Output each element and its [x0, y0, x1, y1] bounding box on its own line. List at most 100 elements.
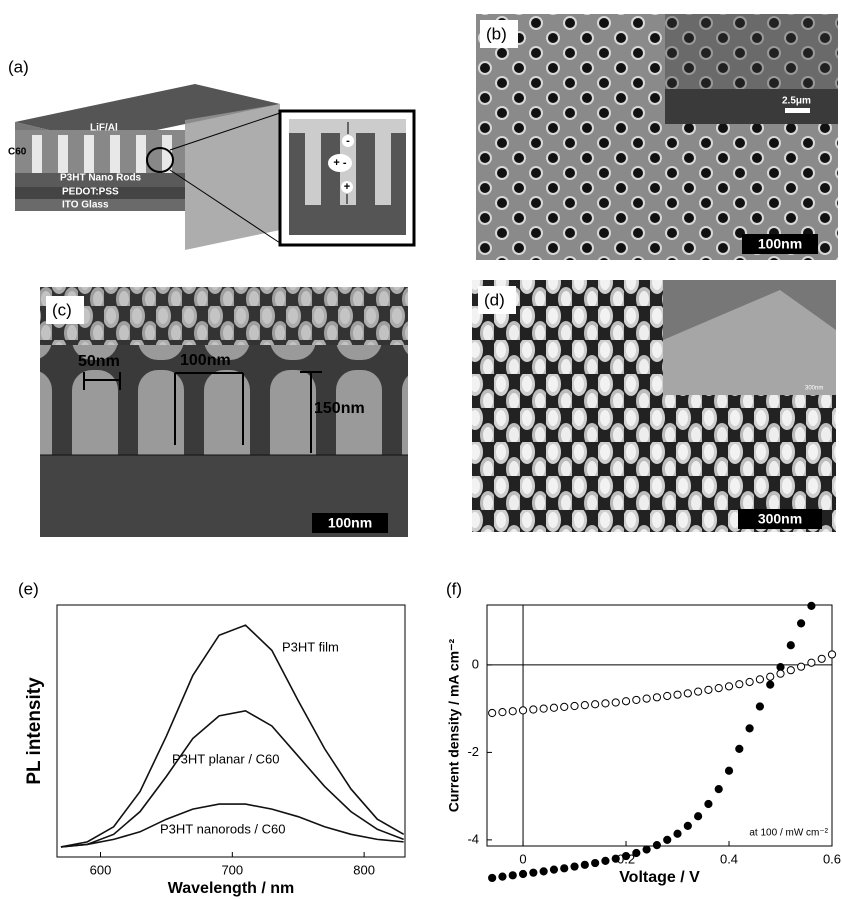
charge-label: +	[344, 181, 350, 193]
data-point	[653, 842, 660, 849]
x-tick-label: 0	[519, 851, 526, 866]
data-point	[622, 852, 629, 859]
slab-cut	[185, 104, 280, 250]
data-point	[798, 620, 805, 627]
dimension-label: 100nm	[180, 352, 231, 369]
data-point	[592, 859, 599, 866]
data-point	[581, 861, 588, 868]
data-point	[509, 708, 516, 715]
x-tick-label: 800	[353, 862, 375, 877]
scale-label: 100nm	[328, 515, 372, 531]
data-point	[612, 855, 619, 862]
x-tick-label: 0.6	[823, 851, 841, 866]
data-point	[736, 745, 743, 752]
data-point	[684, 822, 691, 829]
x-tick-label: 600	[90, 862, 112, 877]
data-point	[808, 659, 815, 666]
data-point	[715, 786, 722, 793]
panel-label: (e)	[18, 579, 39, 598]
layer-label: P3HT Nano Rods	[60, 173, 142, 184]
data-point	[705, 800, 712, 807]
layer-label: ITO Glass	[62, 200, 109, 211]
panel-d: (d) 300nm 300nm	[472, 280, 836, 532]
data-point	[540, 705, 547, 712]
figure: (a) LiF/Al C60 P3HT Nano Rods PEDOT:PSS …	[0, 0, 842, 899]
data-point	[643, 846, 650, 853]
panel-c: (c) 50nm 100nm 150nm 100nm	[40, 287, 408, 537]
data-point	[756, 676, 763, 683]
layer-label: PEDOT:PSS	[62, 187, 119, 198]
data-point	[715, 685, 722, 692]
scale-label: 300nm	[758, 511, 802, 527]
data-point	[818, 655, 825, 662]
x-tick-label: 0.4	[720, 851, 738, 866]
data-point	[664, 836, 671, 843]
data-point	[633, 696, 640, 703]
data-point	[489, 709, 496, 716]
data-point	[602, 857, 609, 864]
data-point	[705, 686, 712, 693]
data-point	[561, 703, 568, 710]
data-point	[828, 651, 835, 658]
data-point	[725, 683, 732, 690]
scale-label: 100nm	[758, 236, 802, 252]
x-axis-label: Wavelength / nm	[168, 880, 295, 897]
panel-label: (b)	[486, 24, 507, 43]
data-point	[808, 602, 815, 609]
data-point	[489, 874, 496, 881]
data-point	[509, 872, 516, 879]
data-point	[622, 698, 629, 705]
data-point	[725, 767, 732, 774]
data-point	[798, 663, 805, 670]
data-point	[571, 702, 578, 709]
panel-label: (a)	[8, 57, 29, 76]
data-point	[643, 695, 650, 702]
charge-label: -	[346, 135, 350, 147]
data-point	[787, 642, 794, 649]
series-line	[61, 625, 404, 847]
data-point	[530, 869, 537, 876]
inset-texture	[665, 14, 838, 89]
x-axis-label: Voltage / V	[619, 869, 700, 886]
x-tick-label: 700	[221, 862, 243, 877]
data-point	[499, 873, 506, 880]
plot-frame	[57, 605, 405, 857]
data-point	[602, 700, 609, 707]
data-point	[664, 692, 671, 699]
data-point	[767, 673, 774, 680]
panel-label: (c)	[52, 300, 72, 319]
scale-label: 300nm	[805, 386, 823, 392]
y-axis-label: Current density / mA cm⁻²	[446, 638, 462, 812]
layer-label: C60	[8, 147, 27, 158]
data-point	[695, 688, 702, 695]
data-point	[767, 681, 774, 688]
layer-label: LiF/Al	[90, 123, 118, 134]
data-point	[499, 709, 506, 716]
data-point	[561, 865, 568, 872]
data-point	[540, 868, 547, 875]
scale-bar	[785, 108, 810, 113]
dimension-label: 150nm	[314, 400, 365, 417]
data-point	[530, 706, 537, 713]
data-point	[571, 863, 578, 870]
data-point	[777, 670, 784, 677]
panel-b: (b) 2.5μm 100nm	[476, 14, 838, 260]
dimension-label: 50nm	[78, 353, 120, 370]
curve-label: P3HT film	[282, 639, 339, 654]
charge-label: + -	[333, 157, 346, 169]
curve-label: P3HT nanorods / C60	[160, 821, 286, 836]
data-point	[684, 690, 691, 697]
data-point	[612, 699, 619, 706]
data-point	[787, 667, 794, 674]
data-point	[746, 725, 753, 732]
data-point	[550, 866, 557, 873]
y-tick-label: -2	[467, 744, 479, 759]
panel-label: (f)	[446, 579, 462, 598]
data-point	[736, 681, 743, 688]
scale-label: 2.5μm	[782, 96, 811, 107]
data-point	[674, 830, 681, 837]
curve-label: P3HT planar / C60	[172, 751, 279, 766]
data-point	[633, 849, 640, 856]
annotation: at 100 / mW cm⁻²	[749, 828, 828, 839]
plot-frame	[487, 605, 832, 846]
